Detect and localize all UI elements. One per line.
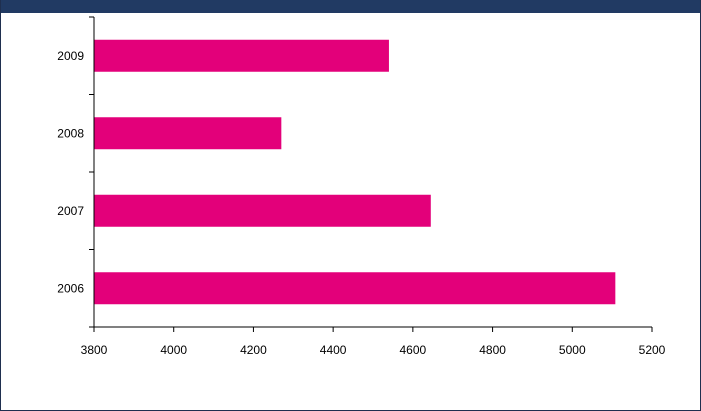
- x-ticks-layer: [93, 327, 653, 332]
- title-bar: [1, 0, 700, 13]
- bar-2007: [94, 194, 431, 227]
- bar-2008: [94, 117, 282, 150]
- x-tick-label-4600: 4600: [400, 343, 427, 357]
- x-tick-label-4200: 4200: [240, 343, 267, 357]
- x-tick-label-4800: 4800: [479, 343, 506, 357]
- x-tick-label-3800: 3800: [81, 343, 108, 357]
- x-tick-labels-layer: 3800 4000 4200 4400 4600 4800 5000 5200: [81, 343, 666, 357]
- category-label-2009: 2009: [57, 49, 84, 63]
- x-tick-label-4000: 4000: [160, 343, 187, 357]
- bar-2009: [94, 39, 389, 72]
- category-label-2007: 2007: [57, 204, 84, 218]
- x-tick-label-4400: 4400: [320, 343, 347, 357]
- category-labels-layer: 2009 2008 2007 2006: [57, 49, 84, 296]
- bar-2006: [94, 272, 616, 305]
- x-tick-label-5200: 5200: [639, 343, 666, 357]
- y-ticks-layer: [89, 16, 94, 328]
- bars-layer: [94, 39, 616, 305]
- x-tick-label-5000: 5000: [559, 343, 586, 357]
- category-label-2006: 2006: [57, 281, 84, 295]
- category-label-2008: 2008: [57, 126, 84, 140]
